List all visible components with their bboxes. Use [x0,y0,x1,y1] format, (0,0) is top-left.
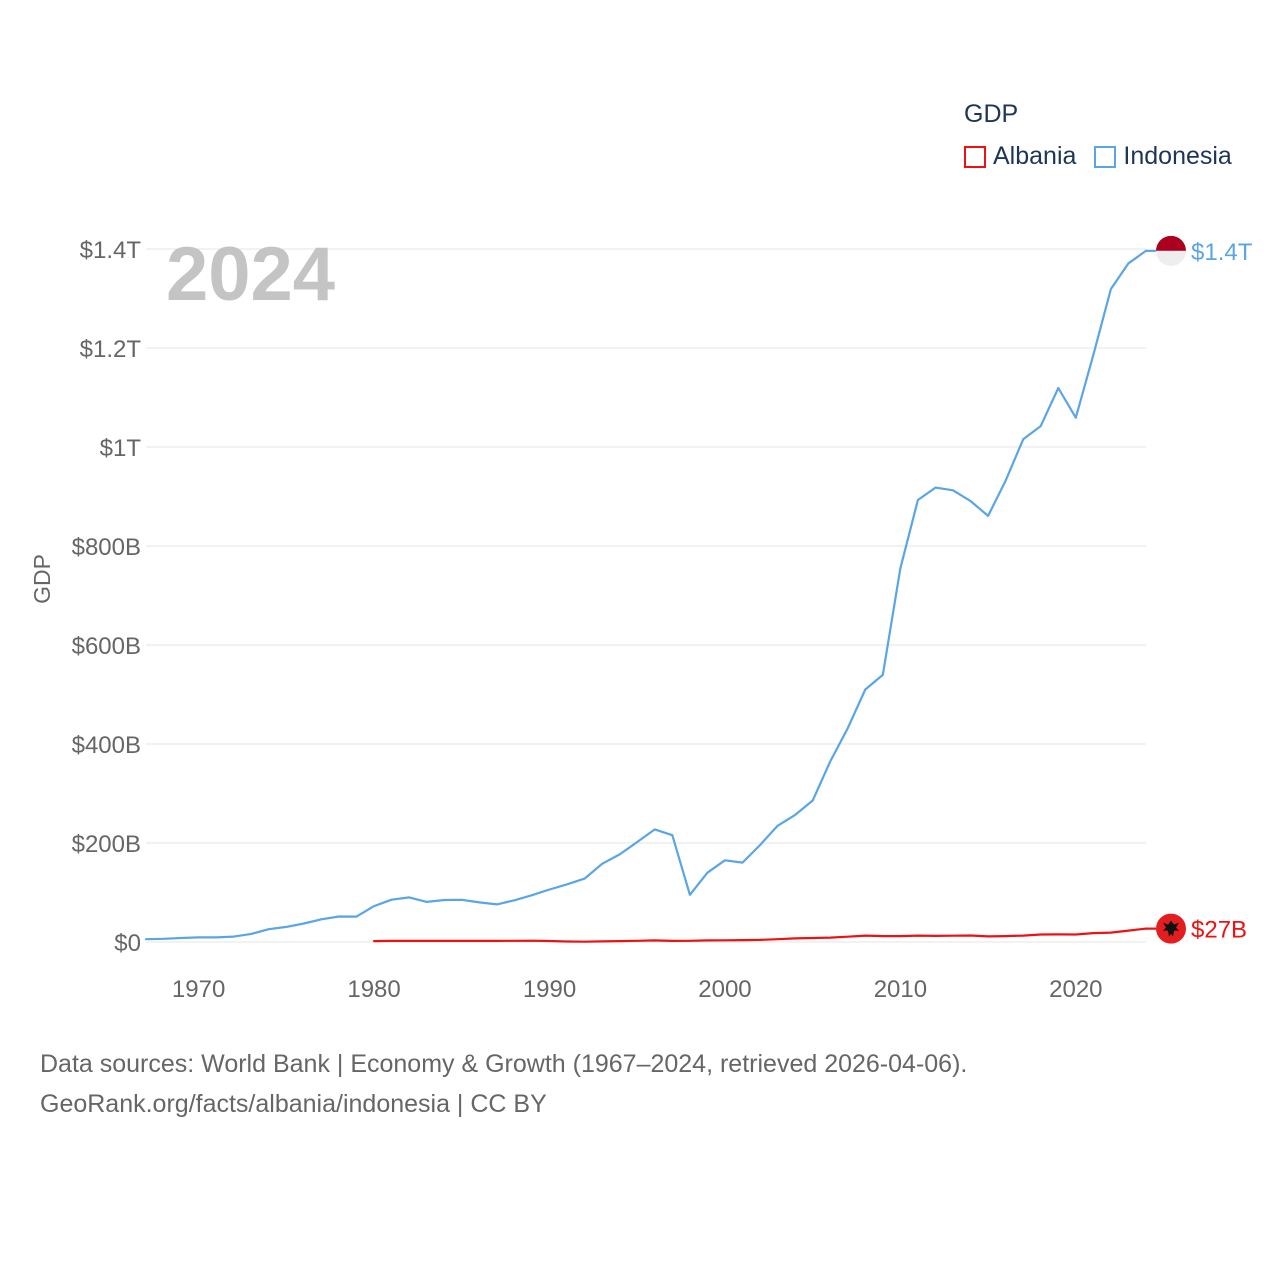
flag-half-white [1156,250,1186,266]
legend-swatch-albania [964,145,986,168]
footer: Data sources: World Bank | Economy & Gro… [40,1044,967,1124]
legend-swatch-indonesia [1094,145,1117,168]
end-label-indonesia: $1.4T [1191,239,1253,266]
series-line-indonesia [144,249,1148,941]
legend-entry-albania[interactable]: Albania [964,142,1076,171]
legend-entry-indonesia[interactable]: Indonesia [1094,142,1232,171]
y-tick-label: $200B [72,831,141,858]
y-tick-label: $800B [72,534,141,561]
indonesia-flag-icon [1156,235,1186,266]
albania-flag-icon [1156,913,1186,944]
footer-link[interactable]: GeoRank.org/facts/albania/indonesia | CC… [40,1090,547,1118]
x-tick-label: 2000 [698,976,751,1003]
series-lines [144,249,1148,943]
flag-half-red [1156,235,1186,251]
x-tick-label: 1980 [347,976,400,1003]
series-line-albania [373,927,1148,943]
legend: Albania Indonesia [964,142,1250,171]
legend-label-albania: Albania [993,142,1077,170]
end-label-albania: $27B [1191,917,1247,944]
y-axis-ticks: $0 $200B $400B $600B $800B $1T $1.2T $1.4T [72,237,142,957]
x-tick-label: 2010 [874,976,927,1003]
y-tick-label: $0 [114,930,141,957]
x-tick-label: 2020 [1049,976,1102,1003]
x-tick-label: 1990 [523,976,576,1003]
legend-label-indonesia: Indonesia [1123,142,1232,170]
y-axis-label: GDP [29,554,55,604]
year-watermark: 2024 [166,232,335,317]
y-tick-label: $1T [100,435,142,462]
y-tick-label: $1.4T [80,237,142,264]
y-tick-label: $1.2T [80,336,142,363]
end-markers: $1.4T $27B [1146,235,1253,944]
footer-sources: Data sources: World Bank | Economy & Gro… [40,1050,968,1078]
x-axis-ticks: 1970 1980 1990 2000 2010 2020 [172,976,1103,1003]
y-tick-label: $400B [72,732,141,759]
x-tick-label: 1970 [172,976,225,1003]
legend-title: GDP [964,100,1019,128]
y-tick-label: $600B [72,633,141,660]
grid-lines [146,248,1146,943]
double-eagle-icon [1163,920,1179,937]
